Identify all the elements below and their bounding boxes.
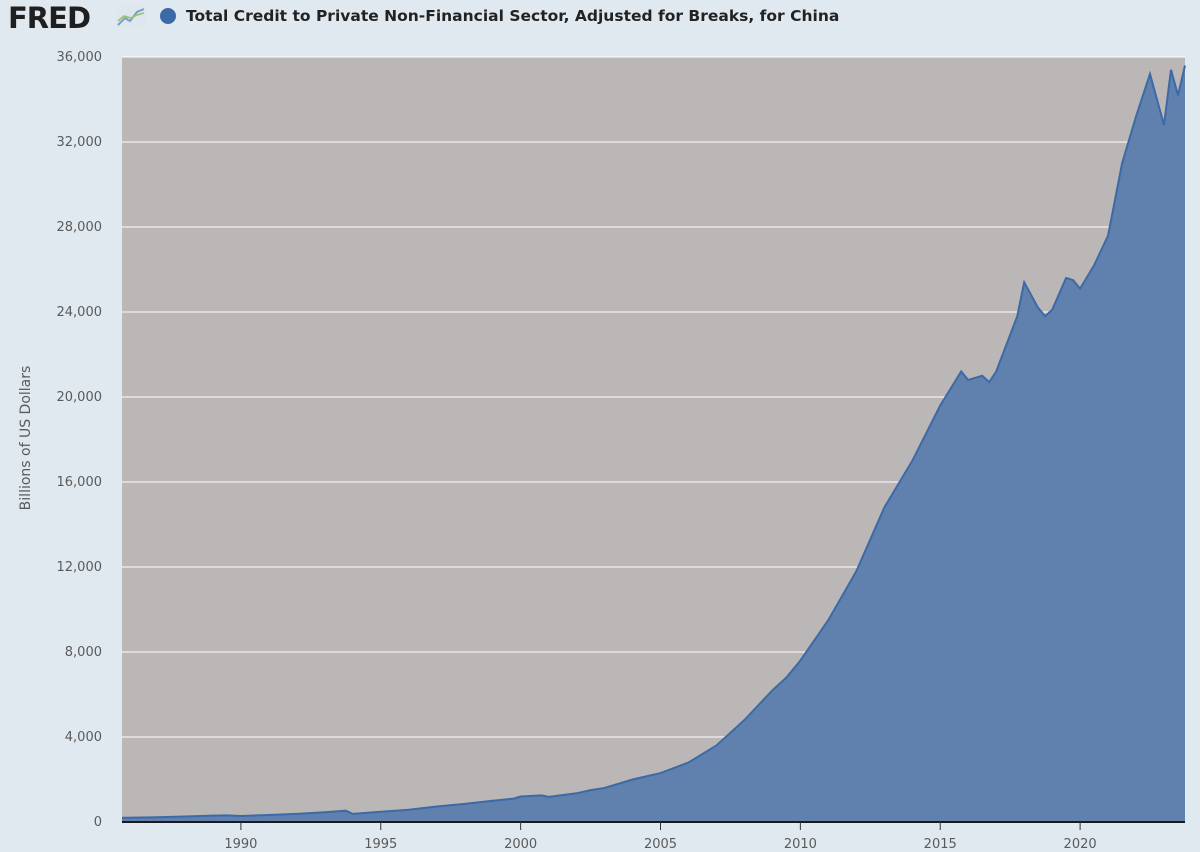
chart-header: FRED Total Credit to Private Non-Financi…	[0, 0, 1200, 36]
y-tick-label: 8,000	[65, 645, 102, 660]
y-tick-labels: 0 4,000 8,000 12,000 16,000 20,000 24,000 28,00…	[57, 50, 103, 830]
y-tick-label: 24,000	[57, 305, 103, 320]
chart-title: Total Credit to Private Non-Financial Se…	[186, 7, 840, 25]
y-tick-label: 32,000	[57, 135, 103, 150]
x-tick-label: 2005	[644, 837, 677, 852]
x-tick-label: 2000	[504, 837, 537, 852]
y-tick-label: 16,000	[57, 475, 103, 490]
series-area	[121, 65, 1186, 822]
fred-graph-icon	[116, 6, 146, 28]
x-tick-label: 1990	[224, 837, 257, 852]
y-tick-label: 20,000	[57, 390, 103, 405]
series-line	[121, 65, 1186, 819]
x-tick-labels: 1990 1995 2000 2005 2010 2015 2020	[224, 822, 1097, 852]
y-axis-label: Billions of US Dollars	[18, 366, 34, 511]
x-tick-label: 1995	[364, 837, 397, 852]
y-tick-label: 36,000	[57, 50, 103, 65]
y-tick-label: 4,000	[65, 730, 102, 745]
y-tick-label: 28,000	[57, 220, 103, 235]
x-tick-label: 2020	[1064, 837, 1097, 852]
series-area-fill	[122, 65, 1185, 822]
series-legend-marker	[160, 8, 176, 24]
x-tick-label: 2015	[924, 837, 957, 852]
fred-logo[interactable]: FRED	[8, 1, 91, 35]
x-tick-label: 2010	[784, 837, 817, 852]
y-tick-label: 0	[94, 815, 102, 830]
y-tick-label: 12,000	[57, 560, 103, 575]
